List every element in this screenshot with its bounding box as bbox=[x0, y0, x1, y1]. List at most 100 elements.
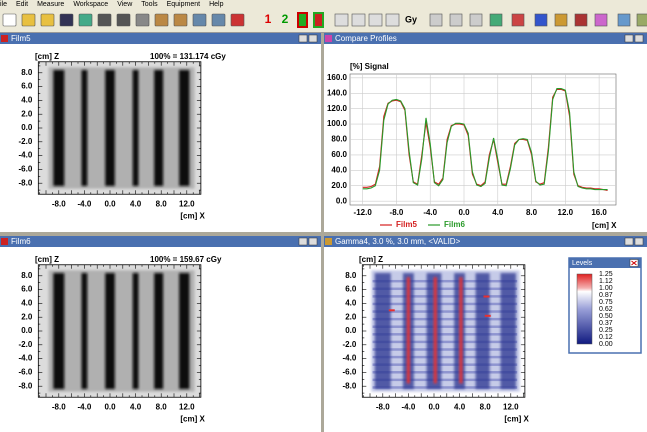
toolbar-button[interactable] bbox=[117, 14, 130, 26]
x-tick-label: 4.0 bbox=[130, 199, 142, 208]
toolbar-button[interactable] bbox=[41, 14, 54, 26]
pane-icon bbox=[1, 238, 8, 245]
gamma-fail bbox=[407, 277, 410, 383]
level-label: 0.37 bbox=[599, 320, 613, 327]
toolbar-button[interactable] bbox=[3, 14, 16, 26]
splitter bbox=[0, 232, 647, 236]
toolbar-button[interactable] bbox=[369, 14, 382, 26]
x-tick-label: 0.0 bbox=[428, 402, 440, 411]
toolbar-button[interactable]: 2 bbox=[282, 12, 289, 26]
y-tick-label: 2.0 bbox=[21, 109, 33, 118]
toolbar-button[interactable]: 1 bbox=[265, 12, 272, 26]
film-stripe bbox=[133, 273, 139, 389]
y-tick-label: -4.0 bbox=[19, 354, 33, 363]
gamma-band bbox=[373, 295, 518, 298]
toolbar-button[interactable] bbox=[430, 14, 442, 26]
gamma-fail bbox=[434, 277, 437, 383]
toolbar-button[interactable] bbox=[535, 14, 547, 26]
level-label: 0.50 bbox=[599, 313, 613, 320]
pane-button[interactable] bbox=[299, 35, 307, 42]
x-tick-label: -4.0 bbox=[78, 199, 92, 208]
toolbar-button[interactable] bbox=[575, 14, 587, 26]
toolbar-button[interactable] bbox=[155, 14, 168, 26]
axis-label: [cm] Z bbox=[35, 52, 59, 61]
toolbar-button[interactable] bbox=[512, 14, 524, 26]
toolbar-button[interactable] bbox=[352, 14, 365, 26]
toolbar-button[interactable] bbox=[618, 14, 630, 26]
x-tick-label: 4.0 bbox=[492, 208, 504, 217]
x-tick-label: 12.0 bbox=[558, 208, 574, 217]
toolbar-button[interactable] bbox=[595, 14, 607, 26]
level-label: 0.12 bbox=[599, 334, 613, 341]
menu-item[interactable]: ile bbox=[0, 1, 7, 8]
toolbar-button[interactable] bbox=[98, 14, 111, 26]
toolbar-button[interactable] bbox=[212, 14, 225, 26]
toolbar-button[interactable] bbox=[136, 14, 149, 26]
film-stripe bbox=[105, 273, 115, 389]
x-tick-label: 8.0 bbox=[480, 402, 492, 411]
pane-title-bar bbox=[0, 236, 321, 247]
toolbar-button[interactable] bbox=[386, 14, 399, 26]
film-stripe bbox=[179, 273, 189, 389]
toolbar-button[interactable] bbox=[450, 14, 462, 26]
film-stripe bbox=[133, 70, 139, 186]
toolbar-button[interactable] bbox=[637, 14, 647, 26]
pane-button[interactable] bbox=[635, 238, 643, 245]
y-tick-label: -8.0 bbox=[19, 381, 33, 390]
film-stripe bbox=[154, 70, 163, 186]
toolbar-button[interactable] bbox=[79, 14, 92, 26]
y-tick-label: -4.0 bbox=[343, 354, 357, 363]
pane-title: Film5 bbox=[11, 34, 31, 43]
film-stripe bbox=[105, 70, 115, 186]
axis-label: [cm] X bbox=[180, 211, 205, 220]
x-tick-label: -8.0 bbox=[390, 208, 404, 217]
menu-item[interactable]: Edit bbox=[16, 1, 28, 8]
pane-button[interactable] bbox=[625, 35, 633, 42]
toolbar-button[interactable] bbox=[60, 14, 73, 26]
gamma-fail bbox=[483, 296, 489, 298]
film-stripe bbox=[179, 70, 189, 186]
menu-item[interactable]: Equipment bbox=[167, 1, 201, 8]
menu-item[interactable]: Tools bbox=[141, 1, 158, 8]
menu-item[interactable]: Measure bbox=[37, 1, 64, 8]
axis-label: [%] Signal bbox=[350, 62, 389, 71]
y-tick-label: 80.0 bbox=[331, 135, 347, 144]
toolbar-button[interactable] bbox=[314, 13, 323, 27]
toolbar-button[interactable] bbox=[22, 14, 35, 26]
film-stripe bbox=[53, 70, 64, 186]
pane-button[interactable] bbox=[309, 35, 317, 42]
gamma-band bbox=[373, 379, 518, 382]
toolbar-button[interactable] bbox=[193, 14, 206, 26]
pane-button[interactable] bbox=[635, 35, 643, 42]
toolbar-button[interactable] bbox=[298, 13, 307, 27]
y-tick-label: 2.0 bbox=[21, 312, 33, 321]
gamma-band bbox=[373, 333, 518, 336]
toolbar-button[interactable] bbox=[335, 14, 348, 26]
toolbar-button[interactable] bbox=[490, 14, 502, 26]
toolbar-button[interactable] bbox=[174, 14, 187, 26]
gamma-stripe bbox=[476, 273, 490, 389]
level-label: 1.00 bbox=[599, 285, 613, 292]
level-label: 1.12 bbox=[599, 278, 613, 285]
pane-title: Film6 bbox=[11, 237, 31, 246]
toolbar-button[interactable]: Gy bbox=[405, 14, 417, 24]
legend-title: Levels bbox=[572, 260, 593, 267]
toolbar-button[interactable] bbox=[231, 14, 244, 26]
pane-button[interactable] bbox=[309, 238, 317, 245]
pane-button[interactable] bbox=[299, 238, 307, 245]
pane-button[interactable] bbox=[625, 238, 633, 245]
x-tick-label: -4.0 bbox=[78, 402, 92, 411]
pane-title: Compare Profiles bbox=[335, 34, 397, 43]
menu-item[interactable]: Workspace bbox=[73, 1, 108, 8]
x-tick-label: 8.0 bbox=[526, 208, 538, 217]
menu-item[interactable]: Help bbox=[209, 1, 224, 8]
y-tick-label: 160.0 bbox=[327, 73, 348, 82]
y-tick-label: 120.0 bbox=[327, 104, 348, 113]
gamma-band bbox=[373, 318, 518, 321]
toolbar-button[interactable] bbox=[470, 14, 482, 26]
y-tick-label: 20.0 bbox=[331, 181, 347, 190]
menu-item[interactable]: View bbox=[117, 1, 133, 8]
app-window: ile Edit Measure Workspace View Tools Equipmen… bbox=[0, 0, 647, 432]
toolbar-button[interactable] bbox=[555, 14, 567, 26]
gamma-band bbox=[373, 348, 518, 351]
